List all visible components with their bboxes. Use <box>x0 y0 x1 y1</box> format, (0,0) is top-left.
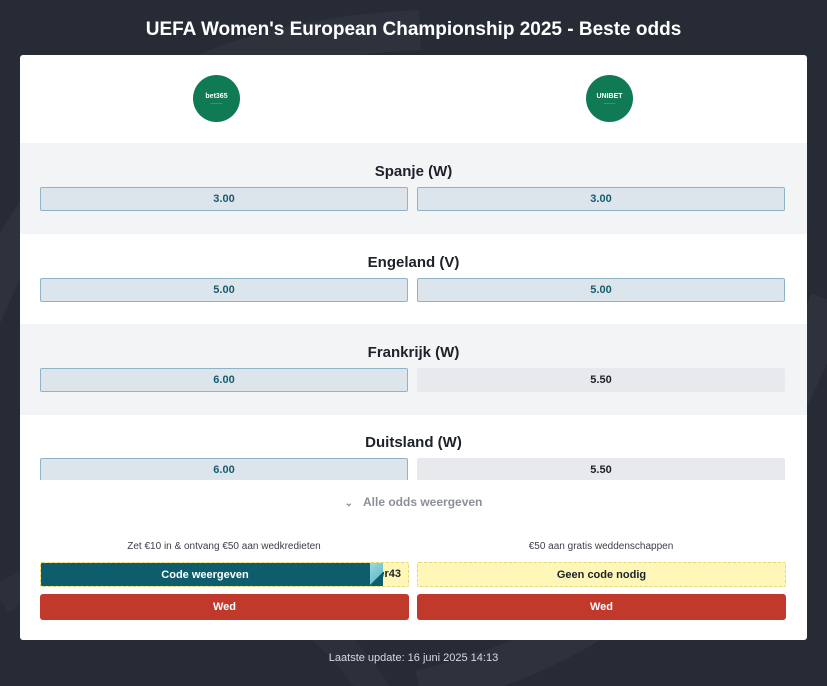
team-name: Engeland (V) <box>367 254 460 271</box>
promo-text: Zet €10 in & ontvang €50 aan wedkrediete… <box>127 541 321 552</box>
no-code-needed-badge: Geen code nodig <box>417 562 786 587</box>
team-name: Duitsland (W) <box>365 434 462 451</box>
chevron-down-icon: ⌄ <box>344 498 353 509</box>
promo-text: €50 aan gratis weddenschappen <box>528 541 674 552</box>
odds-button[interactable]: 3.00 <box>417 187 785 211</box>
show-all-odds-link[interactable]: ⌄ Alle odds weergeven <box>20 495 807 509</box>
bet365-logo-text: bet365 <box>205 92 228 100</box>
odds-button[interactable]: 3.00 <box>40 187 408 211</box>
unibet-logo[interactable]: UNIBET ———— <box>586 75 633 122</box>
bet365-logo-subtext: ———— <box>210 100 223 105</box>
unibet-logo-text: UNIBET <box>596 92 623 100</box>
unibet-logo-subtext: ———— <box>603 100 616 105</box>
reveal-code-label: Code weergeven <box>41 563 370 586</box>
bet-button[interactable]: Wed <box>40 594 409 620</box>
bet365-logo[interactable]: bet365 ———— <box>193 75 240 122</box>
odds-button[interactable]: 5.00 <box>417 278 785 302</box>
odds-card: bet365 ———— UNIBET ———— Spanje (W) 3.00 … <box>20 55 807 640</box>
market-row: Duitsland (W) 6.00 5.50 <box>20 414 807 480</box>
odds-button[interactable]: 5.50 <box>417 458 785 480</box>
market-row: Frankrijk (W) 6.00 5.50 <box>20 324 807 415</box>
market-row: Engeland (V) 5.00 5.00 <box>20 234 807 325</box>
odds-list: Spanje (W) 3.00 3.00 Engeland (V) 5.00 5… <box>20 143 807 480</box>
peel-corner-icon <box>370 563 383 586</box>
bookmaker-header: bet365 ———— UNIBET ———— <box>20 55 807 143</box>
team-name: Spanje (W) <box>374 163 453 180</box>
team-name: Frankrijk (W) <box>367 344 460 361</box>
odds-button[interactable]: 6.00 <box>40 458 408 480</box>
last-update: Laatste update: 16 juni 2025 14:13 <box>328 652 499 664</box>
show-all-odds-label: Alle odds weergeven <box>363 495 483 509</box>
odds-button[interactable]: 5.50 <box>417 368 785 392</box>
odds-button[interactable]: 5.00 <box>40 278 408 302</box>
page-title: UEFA Women's European Championship 2025 … <box>145 19 682 40</box>
bet-button[interactable]: Wed <box>417 594 786 620</box>
odds-button[interactable]: 6.00 <box>40 368 408 392</box>
reveal-code-button[interactable]: Fer43 Code weergeven <box>40 562 409 587</box>
market-row: Spanje (W) 3.00 3.00 <box>20 143 807 234</box>
